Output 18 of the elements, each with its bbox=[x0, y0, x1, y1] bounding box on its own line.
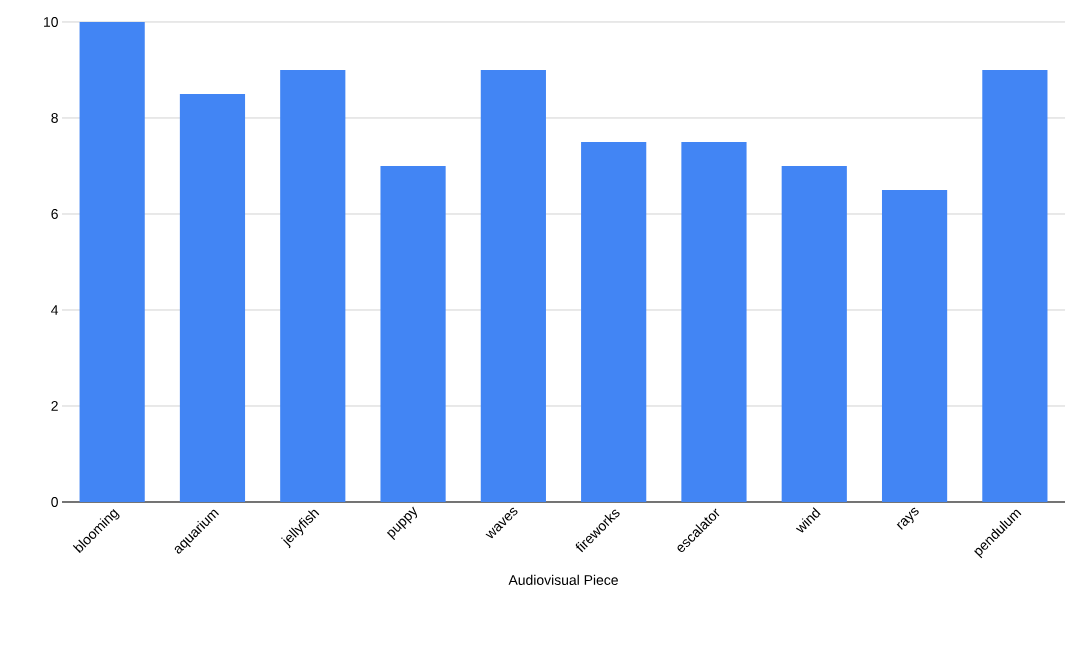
bar bbox=[79, 21, 145, 502]
x-axis-title: Audiovisual Piece bbox=[508, 574, 618, 585]
bar bbox=[480, 69, 546, 502]
y-tick-label: 6 bbox=[51, 209, 58, 219]
y-tick-label: 10 bbox=[44, 17, 58, 27]
bar bbox=[380, 165, 446, 502]
bar bbox=[982, 69, 1048, 502]
x-tick-label: rays bbox=[896, 507, 919, 530]
y-tick-label: 8 bbox=[51, 113, 58, 123]
bar bbox=[681, 141, 747, 502]
y-tick-label: 0 bbox=[51, 497, 58, 507]
bar bbox=[581, 141, 647, 502]
y-tick-label: 4 bbox=[51, 305, 59, 315]
bar bbox=[781, 165, 847, 502]
bar bbox=[280, 69, 346, 502]
y-tick-label: 2 bbox=[51, 401, 58, 411]
bar bbox=[179, 93, 246, 502]
bar bbox=[881, 189, 948, 502]
